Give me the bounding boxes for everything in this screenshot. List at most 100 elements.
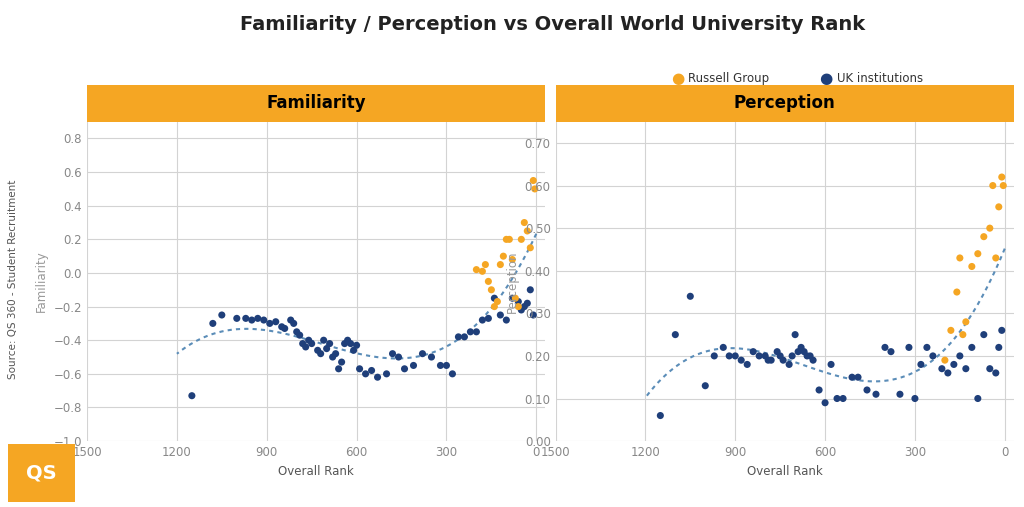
Point xyxy=(510,298,526,306)
Point xyxy=(733,356,750,364)
Point xyxy=(799,352,815,360)
Point xyxy=(286,319,302,328)
Point xyxy=(315,336,332,344)
Point xyxy=(295,340,311,348)
Point xyxy=(493,261,509,269)
Point xyxy=(522,286,539,294)
Point xyxy=(432,361,449,370)
X-axis label: Overall Rank: Overall Rank xyxy=(279,464,354,478)
Point xyxy=(489,298,506,306)
Point xyxy=(474,267,490,275)
Point xyxy=(337,340,353,348)
Point xyxy=(261,319,278,328)
Point xyxy=(451,333,467,341)
Point xyxy=(250,314,266,322)
Point xyxy=(877,343,893,351)
Point xyxy=(951,352,968,360)
Point xyxy=(707,352,723,360)
Point xyxy=(501,235,517,243)
Point xyxy=(519,299,536,307)
Point xyxy=(504,294,520,302)
Point xyxy=(273,323,290,331)
Point xyxy=(510,303,526,311)
Point xyxy=(844,373,860,381)
Point xyxy=(946,360,963,369)
Point xyxy=(438,361,455,370)
Point xyxy=(483,286,500,294)
Text: Russell Group: Russell Group xyxy=(688,72,769,85)
Point xyxy=(793,343,809,351)
Point xyxy=(976,331,992,339)
Point xyxy=(462,328,478,336)
Point xyxy=(739,360,756,369)
Point xyxy=(970,249,986,258)
Point xyxy=(289,328,305,336)
Point xyxy=(267,318,284,326)
Point xyxy=(786,331,803,339)
Point xyxy=(796,348,812,356)
Point xyxy=(357,370,374,378)
Point xyxy=(496,252,512,260)
Point xyxy=(516,303,532,311)
Text: UK institutions: UK institutions xyxy=(837,72,923,85)
Point xyxy=(667,331,683,339)
Point xyxy=(339,336,355,344)
Point xyxy=(244,316,260,324)
Point xyxy=(457,333,473,341)
Point xyxy=(498,316,514,324)
Point xyxy=(486,294,503,302)
Point xyxy=(525,176,542,185)
Point xyxy=(228,314,245,322)
Point xyxy=(957,318,974,326)
Point xyxy=(775,356,792,364)
Point xyxy=(516,219,532,227)
Point xyxy=(526,185,543,193)
Point xyxy=(507,294,523,302)
Point xyxy=(480,314,497,322)
Point xyxy=(993,327,1010,335)
Text: Source: QS 360 - Student Recruitment: Source: QS 360 - Student Recruitment xyxy=(8,179,18,379)
Point xyxy=(384,350,400,358)
Point xyxy=(940,369,956,377)
Point xyxy=(444,370,461,378)
Point xyxy=(823,360,840,369)
Point xyxy=(364,367,380,375)
Point xyxy=(345,346,361,354)
Text: ●: ● xyxy=(819,71,833,86)
Point xyxy=(238,314,254,322)
Point xyxy=(325,353,341,361)
Point xyxy=(351,365,368,373)
Point xyxy=(298,343,314,351)
Point xyxy=(309,346,326,354)
Point xyxy=(498,235,514,243)
Point xyxy=(513,235,529,243)
Point xyxy=(982,224,998,232)
Point xyxy=(468,266,484,274)
Text: ●: ● xyxy=(671,71,684,86)
Point xyxy=(292,331,308,339)
Point xyxy=(415,350,431,358)
Point xyxy=(183,391,200,400)
Point xyxy=(334,358,350,366)
Point xyxy=(493,311,509,319)
Point xyxy=(859,386,876,394)
Point xyxy=(883,348,899,356)
Point xyxy=(817,399,834,407)
Point xyxy=(987,254,1004,262)
Point xyxy=(477,261,494,269)
Point xyxy=(396,365,413,373)
Point xyxy=(757,352,773,360)
Point xyxy=(283,316,299,324)
Point xyxy=(892,390,908,399)
Point xyxy=(912,360,929,369)
Point xyxy=(995,182,1012,190)
Point xyxy=(901,343,918,351)
Point xyxy=(423,353,439,361)
Point xyxy=(205,319,221,328)
Point xyxy=(504,256,520,264)
Point xyxy=(697,382,714,390)
Point xyxy=(468,328,484,336)
Point xyxy=(519,227,536,235)
Point xyxy=(370,373,386,381)
Point xyxy=(964,263,980,271)
